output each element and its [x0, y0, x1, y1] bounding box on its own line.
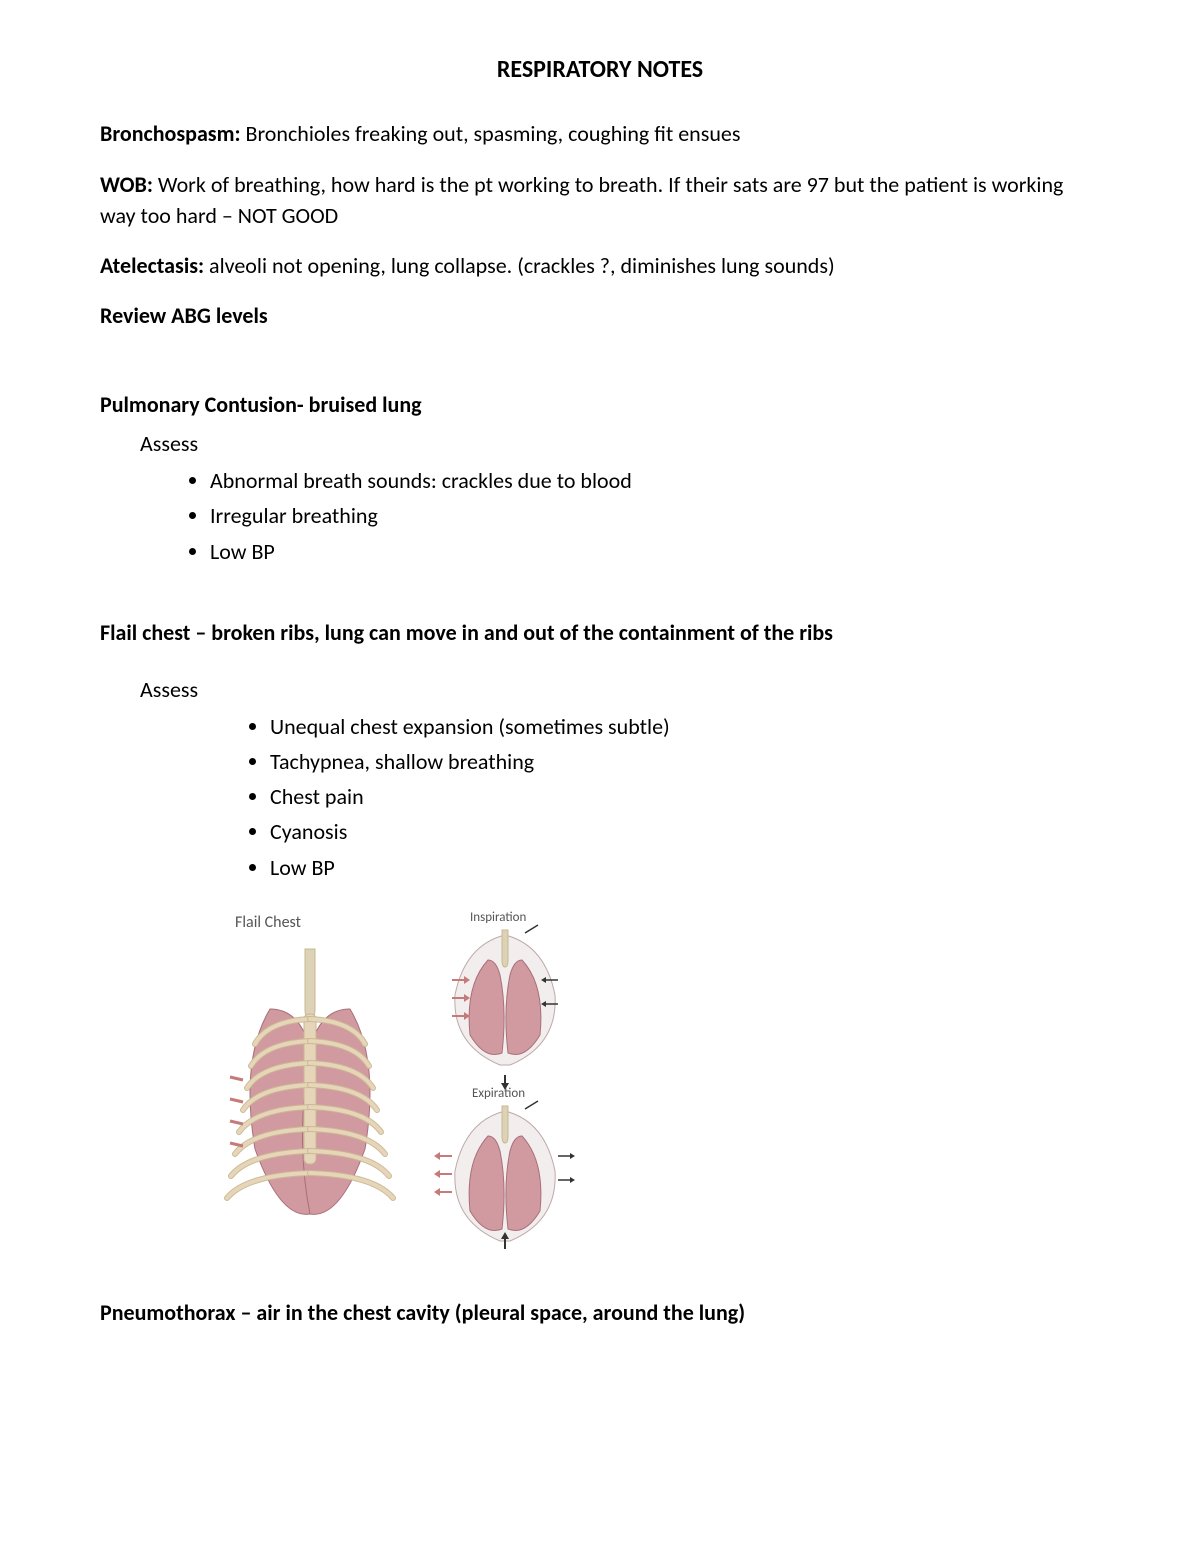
flail-assess-list: Unequal chest expansion (sometimes subtl… — [100, 709, 1100, 885]
term-desc: Work of breathing, how hard is the pt wo… — [100, 171, 1063, 229]
term-label: Bronchospasm: — [100, 120, 241, 147]
list-item: Cyanosis — [270, 814, 1100, 849]
list-item: Low BP — [210, 534, 1100, 569]
list-item: Low BP — [270, 850, 1100, 885]
definition-bronchospasm: Bronchospasm: Bronchioles freaking out, … — [100, 119, 1100, 150]
page-title: RESPIRATORY NOTES — [100, 55, 1100, 84]
term-desc: alveoli not opening, lung collapse. (cra… — [204, 252, 835, 279]
anatomy-illustration: Flail Chest Inspiration Expiration — [180, 899, 610, 1259]
term-label: Atelectasis: — [100, 252, 204, 279]
svg-text:Expiration: Expiration — [472, 1086, 525, 1101]
pulmonary-assess-list: Abnormal breath sounds: crackles due to … — [100, 463, 1100, 569]
document-page: RESPIRATORY NOTES Bronchospasm: Bronchio… — [0, 0, 1200, 1553]
svg-text:Inspiration: Inspiration — [470, 910, 526, 925]
term-label: WOB: — [100, 171, 153, 198]
review-abg-heading: Review ABG levels — [100, 302, 1100, 329]
term-desc: Bronchioles freaking out, spasming, coug… — [241, 120, 741, 147]
list-item: Abnormal breath sounds: crackles due to … — [210, 463, 1100, 498]
definition-wob: WOB: Work of breathing, how hard is the … — [100, 170, 1100, 232]
list-item: Tachypnea, shallow breathing — [270, 744, 1100, 779]
assess-label: Assess — [140, 676, 1100, 703]
flail-heading: Flail chest – broken ribs, lung can move… — [100, 619, 1100, 646]
list-item: Irregular breathing — [210, 498, 1100, 533]
list-item: Unequal chest expansion (sometimes subtl… — [270, 709, 1100, 744]
pulmonary-heading: Pulmonary Contusion- bruised lung — [100, 391, 1100, 418]
list-item: Chest pain — [270, 779, 1100, 814]
flail-chest-figure: Flail Chest Inspiration Expiration — [180, 899, 1100, 1259]
definition-atelectasis: Atelectasis: alveoli not opening, lung c… — [100, 251, 1100, 282]
pneumothorax-heading: Pneumothorax – air in the chest cavity (… — [100, 1299, 1100, 1326]
assess-label: Assess — [140, 430, 1100, 457]
svg-text:Flail Chest: Flail Chest — [235, 913, 302, 932]
